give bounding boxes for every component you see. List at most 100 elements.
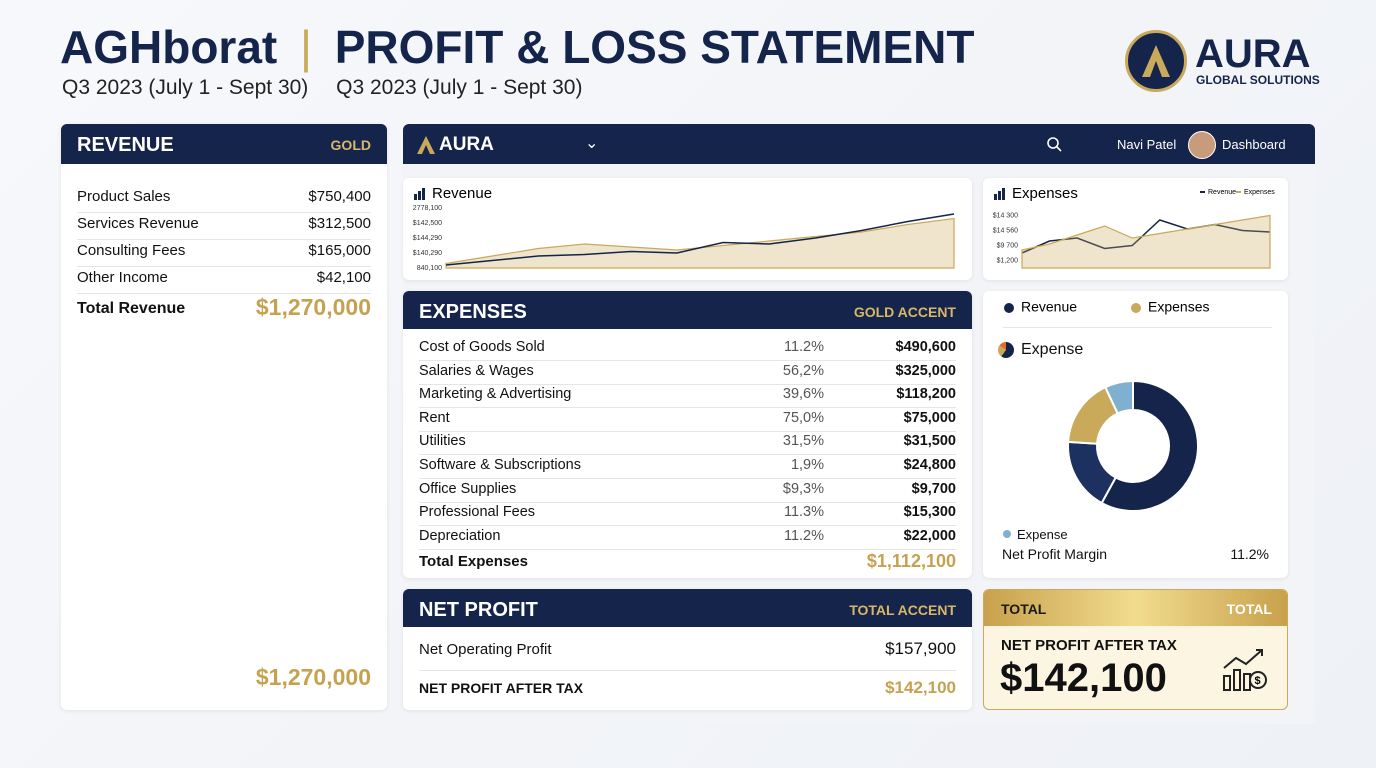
row-label: Consulting Fees bbox=[77, 242, 186, 259]
donut-title: Expense bbox=[1021, 341, 1084, 358]
row-value: $325,000 bbox=[895, 362, 956, 379]
icon-bar bbox=[418, 191, 421, 200]
card-title: NET PROFIT bbox=[419, 599, 538, 621]
legend-swatch bbox=[1003, 530, 1011, 538]
y-tick-label: $1,200 bbox=[997, 257, 1019, 264]
row-pct: 1,9% bbox=[790, 457, 824, 473]
metric-label: Net Profit Margin bbox=[1002, 546, 1108, 562]
avatar[interactable] bbox=[1188, 131, 1216, 159]
logo-name: AURA bbox=[1195, 32, 1311, 76]
icon-bar bbox=[998, 191, 1001, 200]
row-label: Cost of Goods Sold bbox=[419, 339, 545, 355]
row-label: NET PROFIT AFTER TAX bbox=[419, 680, 584, 696]
total-card: TOTAL TOTAL NET PROFIT AFTER TAX $142,10… bbox=[983, 589, 1288, 710]
row-pct: 11.3% bbox=[783, 504, 824, 521]
expense-row: Rent 75,0% $75,000 bbox=[419, 409, 956, 432]
total-value: $1,112,100 bbox=[866, 551, 956, 571]
y-tick-label: $142,500 bbox=[413, 220, 442, 227]
row-pct: 11.2% bbox=[783, 339, 824, 355]
total-value: $142,100 bbox=[1000, 656, 1167, 700]
divider bbox=[1003, 327, 1272, 328]
revenue-row: Other Income $42,100 bbox=[77, 267, 371, 294]
badge: GOLD ACCENT bbox=[853, 304, 956, 320]
period: Q3 2023 (July 1 - Sept 30) bbox=[62, 76, 309, 99]
dropdown[interactable]: ⌄ bbox=[585, 135, 599, 152]
donut-segment bbox=[1100, 379, 1199, 512]
revenue-row: Services Revenue $312,500 bbox=[77, 213, 371, 240]
row-value: $312,500 bbox=[308, 215, 371, 232]
row-label: Utilities bbox=[419, 433, 466, 450]
row-label: Marketing & Advertising bbox=[419, 386, 572, 403]
row-label: Rent bbox=[419, 409, 450, 426]
row-pct: $9,3% bbox=[782, 480, 824, 497]
expense-row: Cost of Goods Sold 11.2% $490,600 bbox=[419, 338, 956, 361]
donut-card: Expense Expense Net Profit Margin 11.2% bbox=[983, 291, 1288, 578]
y-tick-label: 2778,100 bbox=[413, 205, 442, 212]
chart-icon bbox=[994, 188, 1005, 200]
total-label: Total Revenue bbox=[77, 300, 186, 317]
y-tick-label: $140,290 bbox=[413, 250, 442, 257]
legend-swatch bbox=[1131, 303, 1141, 313]
icon-bar bbox=[414, 194, 417, 200]
total-right: TOTAL bbox=[1226, 601, 1272, 617]
expense-row: Professional Fees 11.3% $15,300 bbox=[419, 503, 956, 527]
expense-row: Utilities 31,5% $31,500 bbox=[419, 432, 956, 456]
total-label: NET PROFIT AFTER TAX bbox=[1001, 637, 1177, 654]
net-profit-row: Net Operating Profit $157,900 bbox=[419, 637, 956, 671]
icon-bar bbox=[994, 194, 997, 200]
row-value: $31,500 bbox=[903, 433, 956, 450]
total-header bbox=[984, 590, 1287, 626]
period: Q3 2023 (July 1 - Sept 30) bbox=[336, 76, 583, 99]
company: AGHborat bbox=[60, 21, 278, 73]
logo-icon bbox=[1125, 30, 1187, 92]
expense-row: Marketing & Advertising 39,6% $118,200 bbox=[419, 385, 956, 409]
report-title: PROFIT & LOSS STATEMENT bbox=[334, 21, 975, 73]
net-profit-card: NET PROFIT TOTAL ACCENT Net Operating Pro… bbox=[403, 589, 972, 710]
row-pct: 75,0% bbox=[782, 409, 824, 426]
revenue-row: Consulting Fees $165,000 bbox=[77, 240, 371, 267]
expense-row: Depreciation 11.2% $22,000 bbox=[419, 527, 956, 550]
row-value: $9,700 bbox=[911, 480, 956, 497]
row-label: Professional Fees bbox=[419, 504, 536, 521]
separator: | bbox=[300, 21, 312, 73]
row-value: $22,000 bbox=[903, 527, 956, 544]
expenses-card: EXPENSES GOLD ACCENT Total Expenses $1,11… bbox=[403, 291, 972, 578]
chart-title: Revenue bbox=[432, 185, 492, 202]
row-value: $118,200 bbox=[896, 386, 956, 403]
logo-sub: GLOBAL SOLUTIONS bbox=[1196, 73, 1320, 87]
row-pct: 39,6% bbox=[782, 386, 824, 403]
row-label: Office Supplies bbox=[419, 480, 517, 497]
row-value: $75,000 bbox=[903, 409, 956, 426]
donut-icon bbox=[998, 342, 1014, 358]
title-bar: AGHborat | PROFIT & LOSS STATEMENT bbox=[60, 20, 974, 74]
card-header: NET PROFIT TOTAL ACCENT bbox=[403, 589, 972, 627]
expense-row: Salaries & Wages 56,2% $325,000 bbox=[419, 362, 956, 385]
row-value: $165,000 bbox=[308, 242, 371, 259]
row-label: Services Revenue bbox=[77, 215, 199, 232]
navbar: AURA ⌄ Navi Patel Dashboard bbox=[403, 124, 1315, 164]
nav-link[interactable]: Dashboard bbox=[1222, 137, 1286, 152]
line bbox=[445, 213, 955, 266]
card-title: REVENUE bbox=[77, 134, 174, 156]
search-icon[interactable] bbox=[1047, 137, 1063, 153]
row-label: Net Operating Profit bbox=[419, 641, 552, 658]
area bbox=[445, 217, 955, 269]
icon-bar bbox=[422, 188, 425, 200]
y-tick-label: $9 700 bbox=[997, 242, 1019, 249]
legend-label: Revenue bbox=[1208, 189, 1236, 196]
y-tick-label: $144,290 bbox=[413, 235, 442, 242]
card-title: EXPENSES bbox=[419, 301, 527, 323]
row-value: $15,300 bbox=[903, 504, 956, 521]
chart-icon bbox=[414, 188, 425, 200]
brand[interactable]: AURA bbox=[439, 134, 494, 155]
metric-value: 11.2% bbox=[1230, 546, 1269, 562]
user-name[interactable]: Navi Patel bbox=[1117, 137, 1177, 152]
donut-segment bbox=[1103, 379, 1134, 415]
legend-item: Expense bbox=[1017, 527, 1068, 542]
icon-bar bbox=[1002, 188, 1005, 200]
row-value: $142,100 bbox=[885, 678, 956, 697]
y-tick-label: 840,100 bbox=[417, 265, 442, 272]
revenue-card: REVENUE GOLD Total Revenue $1,270,000 $1,… bbox=[61, 124, 387, 710]
